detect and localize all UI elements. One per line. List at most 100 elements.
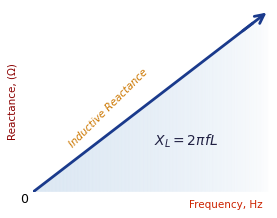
Polygon shape bbox=[214, 53, 215, 192]
Polygon shape bbox=[74, 160, 75, 192]
Polygon shape bbox=[216, 51, 217, 192]
Polygon shape bbox=[75, 159, 76, 192]
Polygon shape bbox=[125, 121, 126, 192]
Polygon shape bbox=[97, 142, 98, 192]
Polygon shape bbox=[154, 98, 155, 192]
Polygon shape bbox=[171, 85, 172, 192]
Polygon shape bbox=[204, 60, 205, 192]
Polygon shape bbox=[257, 19, 258, 192]
Polygon shape bbox=[95, 144, 96, 192]
Polygon shape bbox=[114, 129, 115, 192]
Polygon shape bbox=[175, 82, 176, 192]
Polygon shape bbox=[98, 141, 99, 192]
Polygon shape bbox=[80, 155, 81, 192]
Polygon shape bbox=[194, 68, 195, 192]
Polygon shape bbox=[254, 22, 255, 192]
Polygon shape bbox=[262, 15, 263, 192]
Polygon shape bbox=[64, 168, 65, 192]
Polygon shape bbox=[185, 75, 186, 192]
Polygon shape bbox=[208, 57, 209, 192]
Polygon shape bbox=[183, 76, 184, 192]
Polygon shape bbox=[180, 78, 181, 192]
Polygon shape bbox=[124, 121, 125, 192]
Polygon shape bbox=[91, 146, 92, 192]
Polygon shape bbox=[41, 185, 42, 192]
Polygon shape bbox=[42, 185, 43, 192]
Polygon shape bbox=[76, 158, 77, 192]
Polygon shape bbox=[106, 135, 107, 192]
Polygon shape bbox=[197, 65, 198, 192]
Polygon shape bbox=[218, 49, 219, 192]
Polygon shape bbox=[63, 168, 64, 192]
Polygon shape bbox=[164, 90, 165, 192]
Polygon shape bbox=[176, 82, 177, 192]
Polygon shape bbox=[112, 130, 113, 192]
Polygon shape bbox=[248, 26, 249, 192]
Polygon shape bbox=[61, 170, 62, 192]
Polygon shape bbox=[186, 74, 187, 192]
Polygon shape bbox=[205, 59, 206, 192]
Polygon shape bbox=[184, 75, 185, 192]
Polygon shape bbox=[163, 91, 164, 192]
Polygon shape bbox=[199, 64, 200, 192]
Polygon shape bbox=[188, 72, 189, 192]
Polygon shape bbox=[115, 129, 116, 192]
Polygon shape bbox=[137, 112, 138, 192]
Polygon shape bbox=[187, 73, 188, 192]
Polygon shape bbox=[69, 164, 70, 192]
Polygon shape bbox=[104, 137, 105, 192]
Polygon shape bbox=[250, 25, 251, 192]
Text: Reactance, (Ω): Reactance, (Ω) bbox=[7, 63, 17, 140]
Polygon shape bbox=[240, 32, 241, 192]
Polygon shape bbox=[54, 175, 55, 192]
Polygon shape bbox=[102, 138, 103, 192]
Polygon shape bbox=[133, 115, 134, 192]
Polygon shape bbox=[158, 95, 159, 192]
Polygon shape bbox=[131, 116, 132, 192]
Polygon shape bbox=[120, 124, 121, 192]
Polygon shape bbox=[170, 86, 171, 192]
Polygon shape bbox=[213, 53, 214, 192]
Polygon shape bbox=[217, 50, 218, 192]
Polygon shape bbox=[247, 27, 248, 192]
Polygon shape bbox=[103, 138, 104, 192]
Polygon shape bbox=[58, 172, 59, 192]
Polygon shape bbox=[153, 99, 154, 192]
Polygon shape bbox=[78, 157, 79, 192]
Polygon shape bbox=[110, 132, 111, 192]
Polygon shape bbox=[173, 84, 174, 192]
Polygon shape bbox=[108, 134, 109, 192]
Polygon shape bbox=[226, 43, 227, 192]
Polygon shape bbox=[161, 93, 162, 192]
Polygon shape bbox=[224, 45, 225, 192]
Polygon shape bbox=[237, 34, 238, 192]
Polygon shape bbox=[145, 105, 146, 192]
Polygon shape bbox=[87, 150, 88, 192]
Polygon shape bbox=[233, 37, 234, 192]
Polygon shape bbox=[150, 101, 151, 192]
Polygon shape bbox=[157, 96, 158, 192]
Polygon shape bbox=[231, 39, 232, 192]
Polygon shape bbox=[122, 123, 123, 192]
Polygon shape bbox=[66, 166, 67, 192]
Polygon shape bbox=[178, 80, 179, 192]
Polygon shape bbox=[139, 110, 140, 192]
Polygon shape bbox=[62, 169, 63, 192]
Polygon shape bbox=[34, 191, 35, 192]
Polygon shape bbox=[192, 69, 193, 192]
Polygon shape bbox=[245, 28, 246, 192]
Polygon shape bbox=[46, 182, 47, 192]
Polygon shape bbox=[73, 160, 74, 192]
Polygon shape bbox=[220, 48, 221, 192]
Text: Inductive Reactance: Inductive Reactance bbox=[67, 67, 150, 150]
Polygon shape bbox=[221, 47, 222, 192]
Polygon shape bbox=[196, 66, 197, 192]
Polygon shape bbox=[168, 87, 169, 192]
Polygon shape bbox=[239, 33, 240, 192]
Polygon shape bbox=[159, 95, 160, 192]
Polygon shape bbox=[126, 120, 127, 192]
Polygon shape bbox=[33, 191, 34, 192]
Polygon shape bbox=[128, 118, 129, 192]
Polygon shape bbox=[210, 56, 211, 192]
Polygon shape bbox=[71, 162, 72, 192]
